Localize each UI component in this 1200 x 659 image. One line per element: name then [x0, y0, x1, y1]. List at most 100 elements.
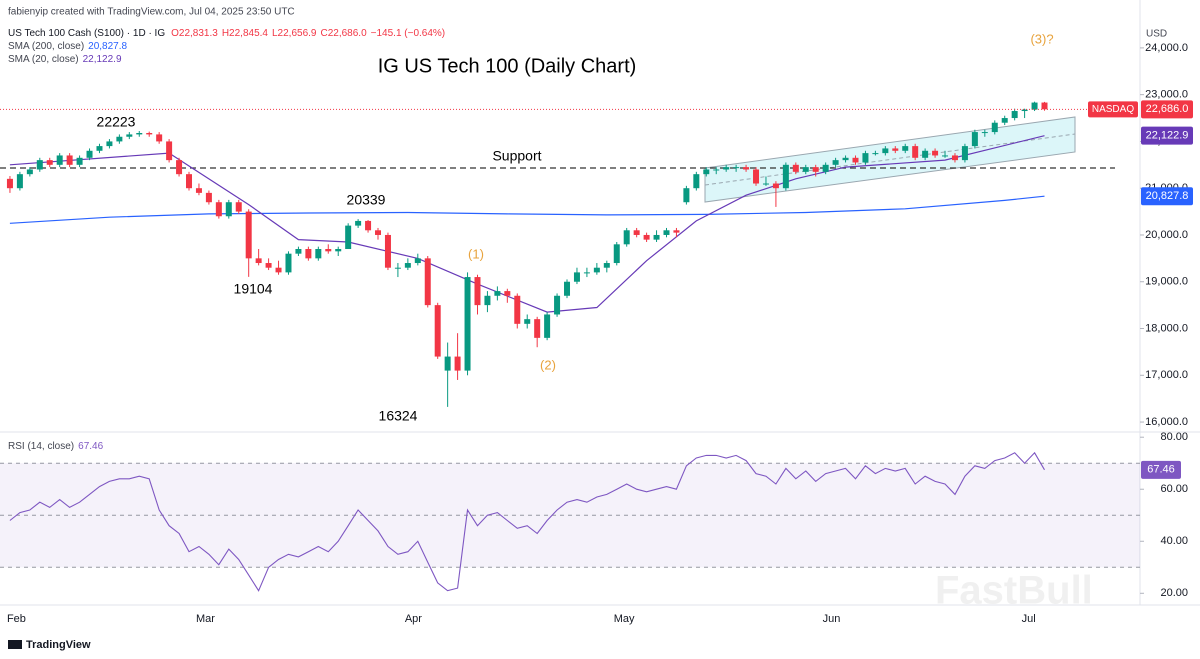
y-tick-label: 24,000.0	[1145, 42, 1188, 54]
candle-body	[942, 155, 949, 157]
candle-body	[703, 169, 710, 175]
candle-body	[902, 146, 909, 151]
candle-body	[16, 174, 23, 189]
candle-body	[603, 263, 610, 268]
sma-line	[9, 135, 1045, 313]
y-tick-label: 80.00	[1160, 431, 1188, 443]
candle-body	[593, 267, 600, 273]
sma-badge-label: 22,122.9	[1146, 130, 1189, 142]
candle-body	[474, 277, 481, 306]
candle-body	[951, 155, 958, 161]
candle-body	[663, 230, 670, 235]
candle-body	[166, 141, 173, 161]
candle-body	[384, 234, 391, 268]
candle-body	[1001, 118, 1008, 123]
y-tick-label: 40.00	[1160, 535, 1188, 547]
candle-body	[404, 263, 411, 268]
sma20-value: 22,122.9	[83, 54, 122, 65]
annotation: 20339	[347, 192, 386, 208]
candle-body	[743, 167, 750, 170]
ohlc-change: −145.1 (−0.64%)	[371, 28, 446, 39]
candle-body	[106, 141, 113, 147]
candle-body	[265, 263, 272, 268]
candle-body	[6, 178, 13, 189]
candle-body	[156, 134, 163, 142]
candle-body	[116, 136, 123, 142]
candle-body	[812, 167, 819, 172]
candle-body	[434, 305, 441, 357]
candle-body	[255, 258, 262, 264]
candle-body	[195, 188, 202, 193]
channel	[704, 116, 1076, 203]
candle-body	[394, 267, 401, 269]
candle-body	[723, 167, 730, 170]
candle-body	[802, 167, 809, 172]
candle-body	[504, 291, 511, 296]
watermark: FastBull	[935, 569, 1093, 613]
y-tick-label: 18,000.0	[1145, 322, 1188, 334]
candle-body	[872, 153, 879, 155]
candle-body	[86, 150, 93, 158]
candle-body	[215, 202, 222, 217]
candle-body	[315, 248, 322, 259]
sma200-value: 20,827.8	[88, 41, 127, 52]
logo	[8, 640, 22, 649]
wave-label: (3)?	[1030, 31, 1053, 46]
candle-body	[583, 272, 590, 274]
ohlc-high: H22,845.4	[222, 28, 269, 39]
ohlc-low: L22,656.9	[272, 28, 317, 39]
candle-body	[295, 248, 302, 254]
candle-body	[126, 134, 133, 137]
candle-body	[822, 164, 829, 172]
candle-body	[365, 220, 372, 231]
candle-body	[424, 258, 431, 306]
sma-badge	[1141, 126, 1193, 145]
candle-body	[892, 148, 899, 151]
candle-body	[683, 188, 690, 203]
candle-body	[673, 230, 680, 233]
candle-body	[882, 148, 889, 154]
x-tick-label: May	[614, 613, 635, 625]
candle-body	[1031, 102, 1038, 110]
rsi-value: 67.46	[78, 441, 103, 452]
rsi-line	[9, 451, 1045, 592]
symbol: US Tech 100 Cash (S100) · 1D · IG	[8, 28, 165, 39]
candle-body	[643, 234, 650, 240]
candle-body	[146, 133, 153, 135]
candle-body	[534, 319, 541, 338]
candle-body	[713, 169, 720, 171]
candle-body	[1021, 109, 1028, 112]
candle-body	[454, 356, 461, 371]
rsi-name: RSI (14, close)	[8, 441, 74, 452]
exchange-badge	[1088, 101, 1138, 118]
candle-body	[514, 295, 521, 324]
candle-body	[494, 291, 501, 296]
y-tick-label: 19,000.0	[1145, 276, 1188, 288]
symbol-legend: US Tech 100 Cash (S100) · 1D · IG O22,831…	[8, 28, 445, 39]
candle-body	[305, 248, 312, 259]
channel-mid	[704, 133, 1076, 186]
sma200-name: SMA (200, close)	[8, 41, 84, 52]
candle-body	[186, 174, 193, 189]
candle-body	[971, 132, 978, 147]
sma-badge-label: 20,827.8	[1146, 190, 1189, 202]
y-tick-label: 60.00	[1160, 483, 1188, 495]
candle-body	[762, 183, 769, 185]
exchange-label: NASDAQ	[1092, 104, 1134, 115]
currency: USD	[1146, 29, 1167, 40]
x-tick-label: Jul	[1022, 613, 1036, 625]
candle-body	[26, 169, 33, 175]
candle-body	[782, 164, 789, 189]
sma-badge	[1141, 187, 1193, 206]
y-tick-label: 20.00	[1160, 587, 1188, 599]
candle-body	[842, 157, 849, 161]
candle-body	[414, 258, 421, 264]
rsi-legend: RSI (14, close) 67.46	[8, 441, 104, 452]
candle-body	[275, 267, 282, 273]
annotation: 19104	[234, 281, 273, 297]
x-tick-label: Feb	[7, 613, 26, 625]
candle-body	[225, 202, 232, 217]
candle-body	[444, 356, 451, 371]
candle-body	[753, 169, 760, 184]
